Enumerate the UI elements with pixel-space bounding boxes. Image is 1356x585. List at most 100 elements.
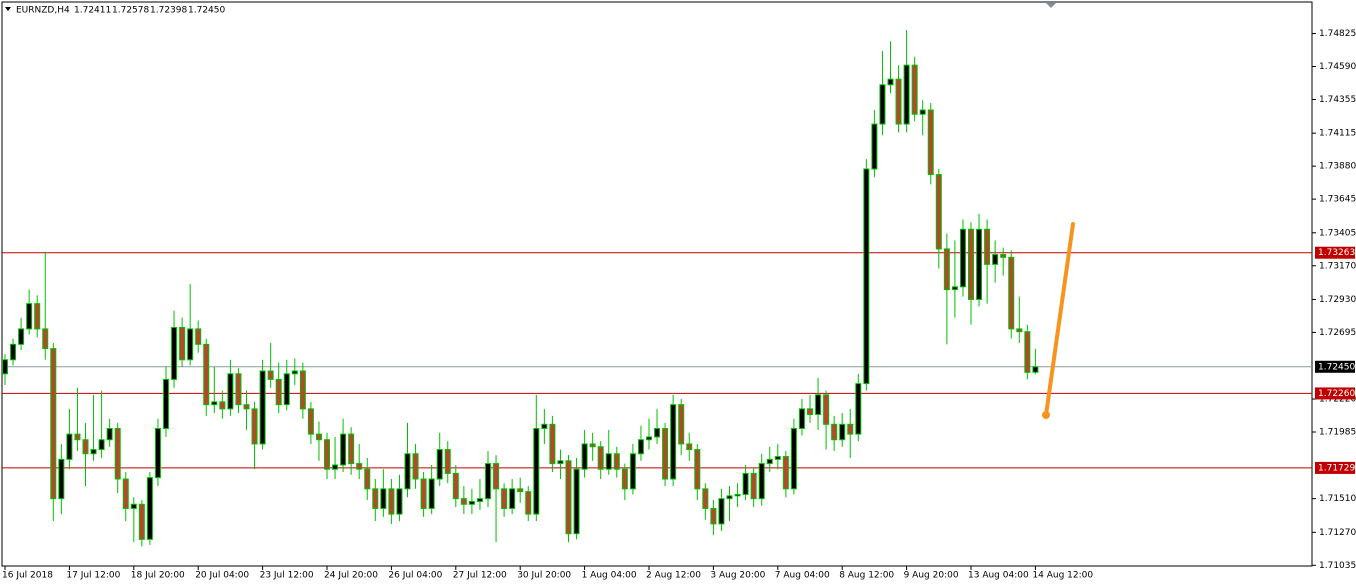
candle-body [1032,366,1039,373]
x-tick-label: 24 Jul 20:00 [324,571,378,581]
candle-body [315,433,322,441]
candle-body [106,428,113,441]
candle-body [275,378,282,406]
x-tick-label: 3 Aug 20:00 [710,571,765,581]
bid-label: 1.72450 [1318,362,1355,372]
candle-body [855,383,862,435]
level-label: 1.72260 [1318,389,1355,399]
candle-body [251,408,258,445]
candle-body [646,436,652,441]
candle-body [307,408,314,435]
candle-body [372,488,379,509]
candle-body [420,478,427,509]
candle-body [509,488,516,509]
candle-body [573,468,580,535]
candle-body [227,373,234,410]
candle-body [412,453,419,480]
candle-body [968,228,974,300]
plot-frame [1,1,1313,567]
candle-body [364,468,371,490]
candle-body [324,439,330,470]
candle-body [58,458,65,500]
y-tick-label: 1.73405 [1319,228,1356,238]
candle-body [621,468,628,490]
x-tick-label: 13 Aug 04:00 [968,571,1029,581]
candle-body [549,423,556,465]
candle-body [742,472,749,495]
shift-marker [1046,3,1056,8]
candle-body [935,174,942,250]
candle-body [114,428,121,480]
candle-body [984,228,991,265]
candle-body [154,428,161,479]
candle-body [179,326,186,361]
candle-body [662,428,669,480]
level-label: 1.73263 [1318,248,1355,258]
x-tick-label: 16 Jul 2018 [2,571,53,581]
candle-body [460,498,467,505]
bid-label-box [1315,360,1355,373]
candle-body [171,326,178,380]
candle-body [18,328,25,345]
marks: 1.74825 1.74590 1.74355 1.74115 1.73880 1.736… [2,29,1356,581]
candle-body [219,401,226,410]
candle-body [951,286,958,291]
candle-body [396,488,403,515]
candle-body [565,460,572,535]
candle-body [541,423,548,430]
candle-body [50,348,57,500]
y-tick-label: 1.74355 [1319,95,1356,105]
candle-body [90,449,97,455]
level-label: 1.71729 [1318,463,1355,473]
y-tick-label: 1.73170 [1319,261,1356,271]
candle-body [428,478,435,509]
menu-arrow [5,7,11,11]
candle-body [1016,328,1023,333]
candle-body [138,503,145,540]
candle-body [404,453,411,490]
candle-body [388,488,395,515]
candle-body [766,458,773,465]
y-tick-label: 1.71985 [1319,428,1356,438]
x-tick-label: 8 Aug 12:00 [839,571,894,581]
candle-body [637,439,644,455]
candle-body [992,254,999,265]
candle-body [678,404,685,445]
candle-body [710,507,717,525]
candle-body [895,78,902,125]
candle-body [525,491,532,515]
y-tick-label: 1.74115 [1319,129,1356,139]
candle-body [927,109,934,176]
y-tick-label: 1.74825 [1319,29,1356,39]
level-label-box [1315,461,1355,474]
candle-body [291,370,298,375]
header-open: 1.72411 [74,6,111,16]
candle-body [815,394,822,415]
candle-body [122,478,129,509]
candle-body [533,428,540,515]
x-tick-label: 20 Jul 04:00 [195,571,249,581]
level-label-box [1315,246,1355,259]
candle-body [919,109,926,115]
level-label-box [1315,387,1355,400]
candle-body [597,446,604,470]
x-tick-label: 30 Jul 20:00 [517,571,571,581]
trend-arrow-start [1042,411,1050,419]
candle-body [235,373,242,406]
candle-body [903,64,910,125]
x-tick-label: 27 Jul 12:00 [453,571,507,581]
candle-body [887,78,894,86]
candle-body [605,453,612,470]
x-tick-label: 26 Jul 04:00 [388,571,442,581]
candle-body [66,433,73,460]
candle-body [10,343,17,361]
candle-body [959,228,966,288]
candle-body [774,456,781,460]
candle-body [74,433,81,441]
candle-body [613,453,620,470]
candle-body [501,488,508,509]
candle-body [831,423,838,441]
candle-body [476,498,483,502]
candle-body [436,449,443,480]
